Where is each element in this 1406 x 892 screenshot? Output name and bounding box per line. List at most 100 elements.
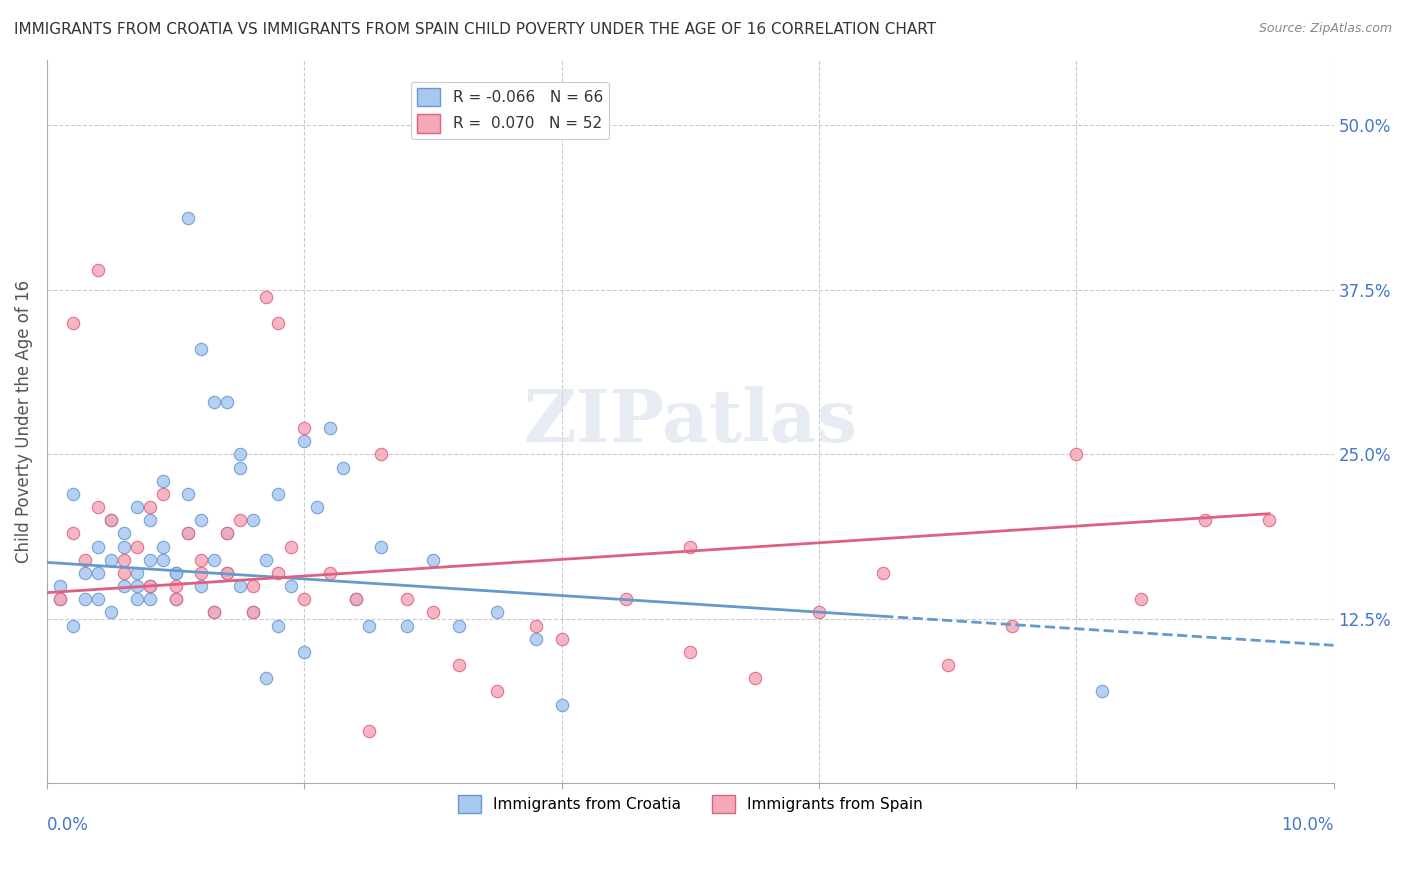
Text: Source: ZipAtlas.com: Source: ZipAtlas.com bbox=[1258, 22, 1392, 36]
Point bbox=[202, 394, 225, 409]
Point bbox=[177, 526, 200, 541]
Point bbox=[202, 606, 225, 620]
Point bbox=[152, 553, 174, 567]
Point bbox=[190, 342, 212, 356]
Point bbox=[254, 553, 277, 567]
Point bbox=[75, 592, 97, 607]
Point bbox=[112, 526, 135, 541]
Point bbox=[190, 513, 212, 527]
Point bbox=[49, 592, 72, 607]
Point bbox=[100, 513, 122, 527]
Point bbox=[152, 474, 174, 488]
Point bbox=[370, 447, 392, 461]
Point bbox=[165, 592, 187, 607]
Point bbox=[307, 500, 329, 514]
Point bbox=[125, 540, 148, 554]
Point bbox=[614, 592, 637, 607]
Point bbox=[49, 592, 72, 607]
Point bbox=[486, 684, 509, 698]
Point bbox=[679, 540, 702, 554]
Point bbox=[229, 460, 252, 475]
Point bbox=[202, 606, 225, 620]
Point bbox=[292, 421, 315, 435]
Point bbox=[292, 645, 315, 659]
Point bbox=[215, 566, 238, 580]
Point bbox=[165, 566, 187, 580]
Point bbox=[87, 500, 110, 514]
Point bbox=[139, 500, 162, 514]
Point bbox=[139, 579, 162, 593]
Text: 0.0%: 0.0% bbox=[46, 816, 89, 834]
Point bbox=[396, 618, 419, 632]
Point bbox=[242, 606, 264, 620]
Point bbox=[744, 671, 766, 685]
Point bbox=[229, 447, 252, 461]
Point bbox=[242, 513, 264, 527]
Point bbox=[100, 606, 122, 620]
Point bbox=[267, 487, 290, 501]
Point bbox=[524, 618, 547, 632]
Point bbox=[139, 513, 162, 527]
Point bbox=[215, 526, 238, 541]
Point bbox=[152, 540, 174, 554]
Point bbox=[344, 592, 367, 607]
Point bbox=[370, 540, 392, 554]
Point bbox=[807, 606, 830, 620]
Point bbox=[202, 553, 225, 567]
Point bbox=[190, 566, 212, 580]
Point bbox=[267, 316, 290, 330]
Point bbox=[524, 632, 547, 646]
Point bbox=[254, 671, 277, 685]
Point bbox=[177, 526, 200, 541]
Point bbox=[165, 566, 187, 580]
Point bbox=[357, 618, 380, 632]
Point bbox=[139, 553, 162, 567]
Point bbox=[112, 579, 135, 593]
Point bbox=[100, 513, 122, 527]
Point bbox=[319, 566, 342, 580]
Point bbox=[447, 618, 470, 632]
Y-axis label: Child Poverty Under the Age of 16: Child Poverty Under the Age of 16 bbox=[15, 280, 32, 563]
Point bbox=[679, 645, 702, 659]
Point bbox=[396, 592, 419, 607]
Point bbox=[215, 566, 238, 580]
Point bbox=[422, 553, 444, 567]
Point bbox=[1194, 513, 1216, 527]
Point bbox=[1129, 592, 1152, 607]
Point bbox=[447, 658, 470, 673]
Point bbox=[152, 487, 174, 501]
Text: IMMIGRANTS FROM CROATIA VS IMMIGRANTS FROM SPAIN CHILD POVERTY UNDER THE AGE OF : IMMIGRANTS FROM CROATIA VS IMMIGRANTS FR… bbox=[14, 22, 936, 37]
Point bbox=[872, 566, 894, 580]
Point bbox=[62, 316, 84, 330]
Point bbox=[215, 526, 238, 541]
Point bbox=[87, 263, 110, 277]
Point bbox=[139, 579, 162, 593]
Point bbox=[280, 579, 302, 593]
Point bbox=[1064, 447, 1087, 461]
Point bbox=[332, 460, 354, 475]
Point bbox=[319, 421, 342, 435]
Point bbox=[242, 606, 264, 620]
Point bbox=[87, 540, 110, 554]
Point bbox=[550, 698, 572, 712]
Point bbox=[190, 579, 212, 593]
Point bbox=[62, 487, 84, 501]
Point bbox=[229, 579, 252, 593]
Point bbox=[49, 579, 72, 593]
Text: ZIPatlas: ZIPatlas bbox=[523, 386, 858, 457]
Point bbox=[215, 394, 238, 409]
Point bbox=[280, 540, 302, 554]
Point bbox=[357, 723, 380, 738]
Point bbox=[177, 211, 200, 225]
Point bbox=[254, 289, 277, 303]
Point bbox=[125, 592, 148, 607]
Point bbox=[190, 553, 212, 567]
Point bbox=[242, 579, 264, 593]
Point bbox=[292, 434, 315, 449]
Point bbox=[75, 553, 97, 567]
Point bbox=[62, 526, 84, 541]
Point bbox=[550, 632, 572, 646]
Point bbox=[1258, 513, 1281, 527]
Point bbox=[87, 592, 110, 607]
Point bbox=[267, 566, 290, 580]
